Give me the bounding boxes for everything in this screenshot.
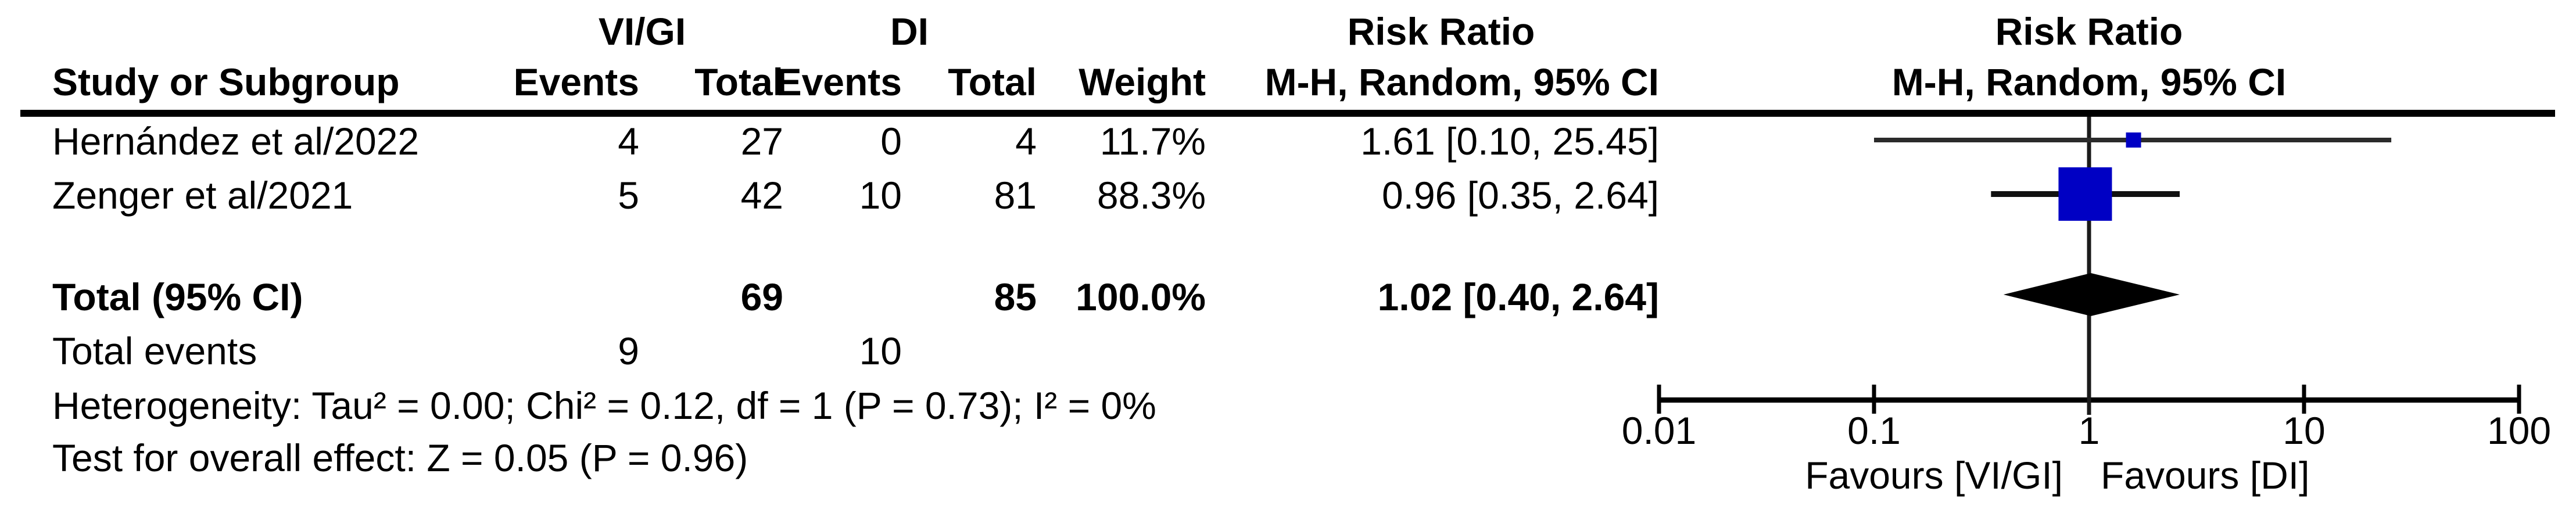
effect-measure-header-text-column: Risk Ratio [1347,10,1535,53]
x-tick-label-1: 1 [2078,409,2100,452]
x-tick-label-0.1: 0.1 [1847,409,1901,452]
weight-column-header: Weight [1079,60,1206,103]
study-total-ctrl: 81 [994,174,1037,217]
study-weight: 88.3% [1097,174,1206,217]
study-point-estimate-marker [2058,167,2112,221]
total-exp: 69 [740,275,783,318]
group2-header: DI [890,10,929,53]
study-events-exp: 4 [618,120,639,163]
x-tick-mark [1657,385,1661,414]
study-column-header: Study or Subgroup [52,60,400,103]
x-tick-mark [2302,385,2306,414]
group2-total-header: Total [948,60,1037,103]
study-estimate: 0.96 [0.35, 2.64] [1381,174,1659,217]
total-ctrl: 85 [994,275,1037,318]
total-events-exp: 9 [618,329,639,372]
summary-diamond [2003,273,2180,316]
group2-events-header: Events [776,60,902,103]
study-label: Zenger et al/2021 [52,174,353,217]
effect-measure-header-plot-column: Risk Ratio [1995,10,2183,53]
study-events-ctrl: 0 [880,120,902,163]
method-header-plot-column: M-H, Random, 95% CI [1891,60,2287,103]
group1-total-header: Total [694,60,783,103]
total-weight: 100.0% [1076,275,1206,318]
heterogeneity-note: Heterogeneity: Tau² = 0.00; Chi² = 0.12,… [52,384,1156,427]
overall-effect-note: Test for overall effect: Z = 0.05 (P = 0… [52,436,748,479]
method-header-text-column: M-H, Random, 95% CI [1264,60,1659,103]
x-tick-mark [1872,385,1876,414]
favours-left-label: Favours [VI/GI] [1805,454,2063,497]
study-weight: 11.7% [1099,120,1206,163]
total-estimate: 1.02 [0.40, 2.64] [1377,275,1659,318]
study-point-estimate-marker [2126,132,2141,148]
study-events-ctrl: 10 [859,174,902,217]
total-label: Total (95% CI) [52,275,303,318]
header-rule [20,110,2555,117]
x-tick-label-0.01: 0.01 [1621,409,1697,452]
x-tick-label-100: 100 [2487,409,2552,452]
null-effect-line [2087,117,2091,415]
favours-right-label: Favours [DI] [2101,454,2310,497]
study-total-exp: 27 [740,120,783,163]
study-total-exp: 42 [740,174,783,217]
study-total-ctrl: 4 [1015,120,1037,163]
study-label: Hernández et al/2022 [52,120,420,163]
group1-events-header: Events [513,60,639,103]
x-tick-mark [2517,385,2521,414]
x-tick-label-10: 10 [2283,409,2326,452]
total-events-label: Total events [52,329,257,372]
study-events-exp: 5 [618,174,639,217]
group1-header: VI/GI [598,10,686,53]
study-estimate: 1.61 [0.10, 25.45] [1360,120,1659,163]
total-events-ctrl: 10 [859,329,902,372]
